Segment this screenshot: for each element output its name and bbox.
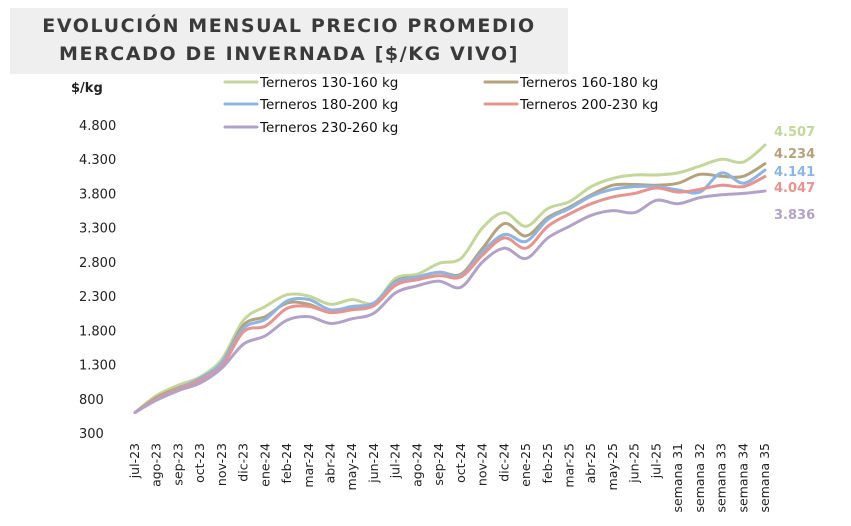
end-value-label-2: 4.234 xyxy=(774,147,815,162)
series-line-1 xyxy=(133,143,767,414)
chart-title-box: EVOLUCIÓN MENSUAL PRECIO PROMEDIO MERCAD… xyxy=(10,8,568,74)
x-tick-label: oct-23 xyxy=(192,443,207,483)
x-tick-label: sep-24 xyxy=(431,443,446,486)
x-tick-label: dic-24 xyxy=(496,443,511,482)
x-tick-label: sep-23 xyxy=(170,443,185,486)
chart-title-line-1: EVOLUCIÓN MENSUAL PRECIO PROMEDIO xyxy=(42,15,536,37)
x-tick-label: may-24 xyxy=(344,443,359,490)
x-tick-label: oct-24 xyxy=(453,443,468,483)
y-tick-label: 2.800 xyxy=(79,256,116,271)
legend-label-2: Terneros 160-180 kg xyxy=(519,75,658,91)
end-value-label-4: 4.047 xyxy=(774,181,815,196)
x-tick-label: mar-25 xyxy=(561,443,576,488)
y-tick-label: 800 xyxy=(79,393,104,408)
y-axis-label: $/kg xyxy=(71,81,103,96)
legend-label-5: Terneros 230-260 kg xyxy=(259,120,398,136)
y-tick-label: 3.300 xyxy=(79,222,116,237)
x-tick-label: ene-25 xyxy=(518,443,533,487)
x-tick-label: semana 34 xyxy=(735,443,750,513)
x-tick-label: semana 33 xyxy=(714,443,729,513)
x-tick-label: jul-25 xyxy=(648,443,663,479)
x-tick-label: abr-24 xyxy=(323,443,338,483)
y-tick-label: 4.800 xyxy=(79,119,116,134)
x-tick-label: ago-24 xyxy=(409,443,424,487)
x-tick-label: jun-24 xyxy=(366,443,381,484)
y-tick-label: 300 xyxy=(79,427,104,442)
x-tick-label: feb-24 xyxy=(279,443,294,483)
end-value-label-5: 3.836 xyxy=(774,208,815,223)
x-tick-label: may-25 xyxy=(605,443,620,490)
x-tick-label: jun-25 xyxy=(627,443,642,484)
x-tick-label: feb-25 xyxy=(540,443,555,483)
x-tick-label: semana 35 xyxy=(757,443,772,513)
chart-title-line-2: MERCADO DE INVERNADA [$/KG VIVO] xyxy=(58,43,519,65)
x-tick-label: dic-23 xyxy=(236,443,251,482)
x-tick-label: abr-25 xyxy=(583,443,598,483)
series-line-2 xyxy=(133,162,767,414)
series-line-3 xyxy=(133,168,767,414)
legend-label-1: Terneros 130-160 kg xyxy=(259,75,398,91)
y-tick-label: 1.800 xyxy=(79,324,116,339)
series-line-4 xyxy=(133,175,767,414)
y-tick-label: 2.300 xyxy=(79,290,116,305)
x-tick-label: semana 32 xyxy=(692,443,707,513)
end-value-label-3: 4.141 xyxy=(774,165,815,180)
y-tick-label: 3.800 xyxy=(79,187,116,202)
legend-label-4: Terneros 200-230 kg xyxy=(519,97,658,113)
x-tick-label: ago-23 xyxy=(149,443,164,487)
x-tick-label: jul-24 xyxy=(388,443,403,479)
x-tick-label: jul-23 xyxy=(127,443,142,479)
x-tick-label: semana 31 xyxy=(670,443,685,513)
x-tick-label: mar-24 xyxy=(301,443,316,488)
series-line-5 xyxy=(133,189,767,414)
legend-label-3: Terneros 180-200 kg xyxy=(259,97,398,113)
x-tick-label: nov-23 xyxy=(214,443,229,486)
end-value-label-1: 4.507 xyxy=(774,125,815,140)
y-tick-label: 4.300 xyxy=(79,153,116,168)
x-tick-label: ene-24 xyxy=(257,443,272,487)
y-tick-label: 1.300 xyxy=(79,359,116,374)
x-tick-label: nov-24 xyxy=(475,443,490,486)
